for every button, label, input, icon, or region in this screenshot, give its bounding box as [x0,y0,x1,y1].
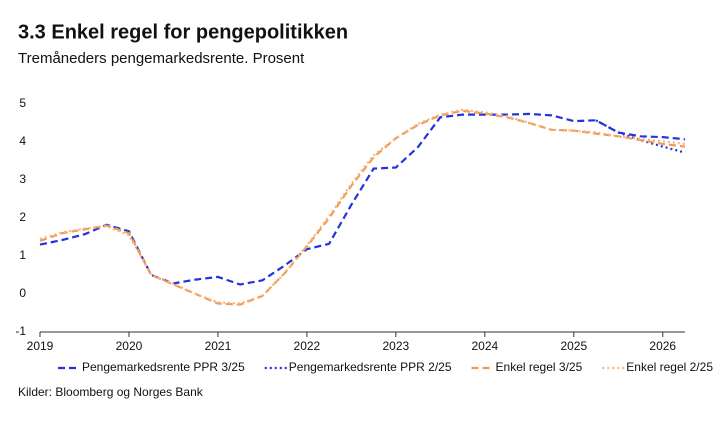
chart-subtitle: Tremåneders pengemarkedsrente. Prosent [18,50,305,67]
y-tick-label: 0 [19,286,26,300]
series-line [39,112,686,286]
y-tick-label: 4 [19,134,26,148]
legend-label: Enkel regel 2/25 [626,360,713,374]
series-line [39,109,686,306]
x-tick-label: 2020 [116,339,143,353]
y-tick-label: 1 [19,248,26,262]
x-tick-label: 2023 [383,339,410,353]
x-tick-label: 2026 [649,339,676,353]
legend-label: Pengemarkedsrente PPR 3/25 [82,360,245,374]
x-tick-label: 2025 [560,339,587,353]
x-tick-label: 2021 [205,339,232,353]
x-tick-label: 2024 [471,339,498,353]
y-tick-label: 3 [19,172,26,186]
series-line [39,108,686,305]
y-tick-label: -1 [15,324,26,338]
x-tick-label: 2022 [294,339,321,353]
x-tick-label: 2019 [27,339,54,353]
series-line [595,119,686,154]
legend-label: Enkel regel 3/25 [496,360,583,374]
source: Kilder: Bloomberg og Norges Bank [18,385,204,399]
legend-label: Pengemarkedsrente PPR 2/25 [289,360,452,374]
chart-title: 3.3 Enkel regel for pengepolitikken [18,21,348,43]
y-tick-label: 5 [19,96,26,110]
y-tick-label: 2 [19,210,26,224]
